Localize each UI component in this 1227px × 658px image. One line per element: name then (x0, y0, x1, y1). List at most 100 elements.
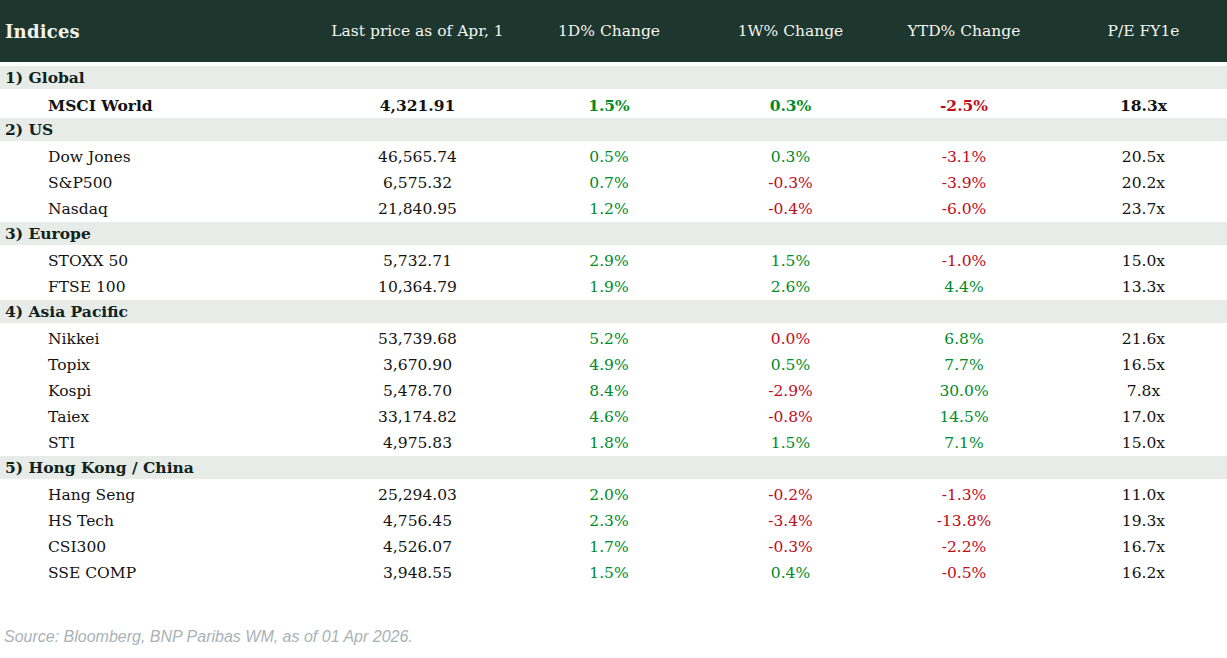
change-1d: 1.9% (505, 278, 713, 296)
pe-ratio: 7.8x (1060, 382, 1227, 400)
last-price: 5,732.71 (330, 252, 505, 270)
change-ytd: -3.9% (868, 174, 1060, 192)
pe-ratio: 16.5x (1060, 356, 1227, 374)
pe-ratio: 15.0x (1060, 252, 1227, 270)
change-ytd: -3.1% (868, 148, 1060, 166)
table-row: Nikkei 53,739.68 5.2% 0.0% 6.8% 21.6x (0, 326, 1227, 352)
change-1w: -3.4% (713, 512, 868, 530)
table-row: HS Tech 4,756.45 2.3% -3.4% -13.8% 19.3x (0, 508, 1227, 534)
last-price: 4,975.83 (330, 434, 505, 452)
section-header-row: 2) US (0, 118, 1227, 144)
index-name: STI (0, 434, 330, 452)
change-1w: -0.3% (713, 538, 868, 556)
last-price: 4,321.91 (330, 96, 505, 115)
index-name: SSE COMP (0, 564, 330, 582)
pe-ratio: 18.3x (1060, 96, 1227, 115)
change-ytd: 4.4% (868, 278, 1060, 296)
table-row: Hang Seng 25,294.03 2.0% -0.2% -1.3% 11.… (0, 482, 1227, 508)
table-row: CSI300 4,526.07 1.7% -0.3% -2.2% 16.7x (0, 534, 1227, 560)
section-label: 1) Global (5, 68, 85, 87)
table-row: Kospi 5,478.70 8.4% -2.9% 30.0% 7.8x (0, 378, 1227, 404)
index-name: Hang Seng (0, 486, 330, 504)
change-1w: 1.5% (713, 434, 868, 452)
change-1w: -0.4% (713, 200, 868, 218)
table-row: SSE COMP 3,948.55 1.5% 0.4% -0.5% 16.2x (0, 560, 1227, 586)
index-name: Nikkei (0, 330, 330, 348)
section-header-row: 1) Global (0, 66, 1227, 92)
change-1d: 2.3% (505, 512, 713, 530)
table-row: STI 4,975.83 1.8% 1.5% 7.1% 15.0x (0, 430, 1227, 456)
pe-ratio: 16.7x (1060, 538, 1227, 556)
index-name: HS Tech (0, 512, 330, 530)
change-ytd: -0.5% (868, 564, 1060, 582)
last-price: 4,756.45 (330, 512, 505, 530)
last-price: 21,840.95 (330, 200, 505, 218)
change-ytd: -6.0% (868, 200, 1060, 218)
index-name: Dow Jones (0, 148, 330, 166)
change-ytd: 7.7% (868, 356, 1060, 374)
table-row: MSCI World 4,321.91 1.5% 0.3% -2.5% 18.3… (0, 92, 1227, 118)
section-header-row: 5) Hong Kong / China (0, 456, 1227, 482)
index-name: Nasdaq (0, 200, 330, 218)
table-body: 1) Global MSCI World 4,321.91 1.5% 0.3% … (0, 66, 1227, 586)
last-price: 6,575.32 (330, 174, 505, 192)
pe-ratio: 23.7x (1060, 200, 1227, 218)
change-1w: -0.8% (713, 408, 868, 426)
change-ytd: -13.8% (868, 512, 1060, 530)
pe-ratio: 17.0x (1060, 408, 1227, 426)
section-label: 2) US (5, 120, 53, 139)
change-1d: 1.5% (505, 96, 713, 115)
column-header-1w-change: 1W% Change (713, 22, 868, 40)
index-name: CSI300 (0, 538, 330, 556)
change-1d: 1.8% (505, 434, 713, 452)
index-name: FTSE 100 (0, 278, 330, 296)
change-ytd: 7.1% (868, 434, 1060, 452)
last-price: 3,948.55 (330, 564, 505, 582)
change-ytd: 14.5% (868, 408, 1060, 426)
change-1d: 4.6% (505, 408, 713, 426)
change-1w: 1.5% (713, 252, 868, 270)
change-1w: 2.6% (713, 278, 868, 296)
index-name: S&P500 (0, 174, 330, 192)
source-note: Source: Bloomberg, BNP Paribas WM, as of… (0, 628, 1227, 646)
change-1w: 0.5% (713, 356, 868, 374)
table-row: S&P500 6,575.32 0.7% -0.3% -3.9% 20.2x (0, 170, 1227, 196)
change-ytd: -2.5% (868, 96, 1060, 115)
last-price: 33,174.82 (330, 408, 505, 426)
change-ytd: -1.3% (868, 486, 1060, 504)
column-header-ytd-change: YTD% Change (868, 22, 1060, 40)
table-row: Topix 3,670.90 4.9% 0.5% 7.7% 16.5x (0, 352, 1227, 378)
change-1w: 0.4% (713, 564, 868, 582)
change-1d: 2.0% (505, 486, 713, 504)
pe-ratio: 19.3x (1060, 512, 1227, 530)
table-row: FTSE 100 10,364.79 1.9% 2.6% 4.4% 13.3x (0, 274, 1227, 300)
change-1d: 1.7% (505, 538, 713, 556)
change-1d: 4.9% (505, 356, 713, 374)
change-1d: 0.7% (505, 174, 713, 192)
indices-table: Indices Last price as of Apr, 1 1D% Chan… (0, 0, 1227, 646)
index-name: Topix (0, 356, 330, 374)
section-label: 5) Hong Kong / China (5, 458, 194, 477)
last-price: 10,364.79 (330, 278, 505, 296)
last-price: 53,739.68 (330, 330, 505, 348)
change-ytd: 6.8% (868, 330, 1060, 348)
change-1w: 0.3% (713, 148, 868, 166)
change-ytd: -2.2% (868, 538, 1060, 556)
section-header-row: 3) Europe (0, 222, 1227, 248)
pe-ratio: 20.5x (1060, 148, 1227, 166)
change-1w: -0.3% (713, 174, 868, 192)
change-1w: -0.2% (713, 486, 868, 504)
change-1w: 0.0% (713, 330, 868, 348)
change-ytd: -1.0% (868, 252, 1060, 270)
section-header-row: 4) Asia Pacific (0, 300, 1227, 326)
last-price: 3,670.90 (330, 356, 505, 374)
index-name: Kospi (0, 382, 330, 400)
table-row: Dow Jones 46,565.74 0.5% 0.3% -3.1% 20.5… (0, 144, 1227, 170)
pe-ratio: 20.2x (1060, 174, 1227, 192)
table-row: STOXX 50 5,732.71 2.9% 1.5% -1.0% 15.0x (0, 248, 1227, 274)
last-price: 46,565.74 (330, 148, 505, 166)
change-1d: 5.2% (505, 330, 713, 348)
change-ytd: 30.0% (868, 382, 1060, 400)
change-1d: 8.4% (505, 382, 713, 400)
section-label: 3) Europe (5, 224, 91, 243)
